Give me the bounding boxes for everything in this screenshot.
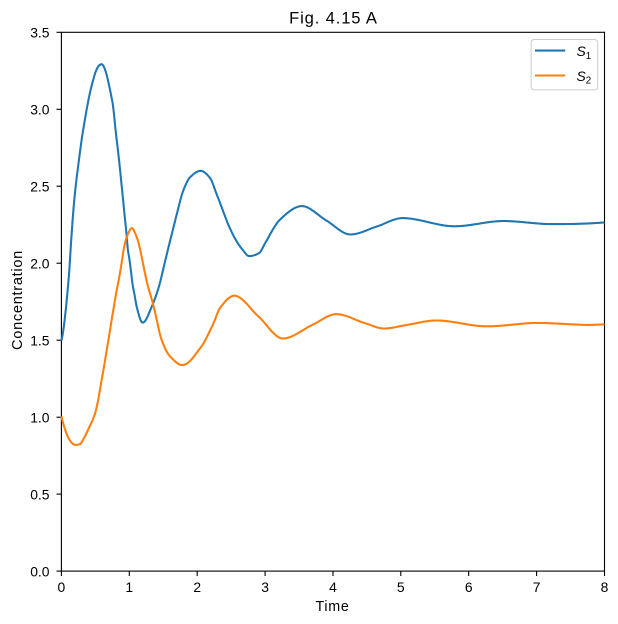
svg-text:3.0: 3.0 (30, 102, 50, 118)
svg-text:S: S (577, 68, 587, 84)
svg-text:2.0: 2.0 (30, 255, 50, 271)
svg-text:0.0: 0.0 (30, 563, 50, 579)
svg-text:1: 1 (125, 579, 133, 595)
svg-text:2: 2 (193, 579, 201, 595)
svg-text:4: 4 (329, 579, 337, 595)
svg-text:S: S (577, 43, 587, 59)
svg-text:7: 7 (533, 579, 541, 595)
svg-text:3: 3 (261, 579, 269, 595)
svg-text:Concentration: Concentration (10, 250, 26, 350)
svg-text:8: 8 (601, 579, 609, 595)
svg-text:0.5: 0.5 (30, 486, 50, 502)
svg-text:5: 5 (397, 579, 405, 595)
svg-text:0: 0 (58, 579, 66, 595)
svg-text:3.5: 3.5 (30, 25, 50, 41)
svg-text:2: 2 (586, 76, 591, 87)
svg-text:6: 6 (465, 579, 473, 595)
svg-text:2.5: 2.5 (30, 178, 50, 194)
svg-text:Fig. 4.15 A: Fig. 4.15 A (289, 9, 378, 28)
svg-text:1.5: 1.5 (30, 332, 50, 348)
svg-text:1.0: 1.0 (30, 409, 50, 425)
svg-text:1: 1 (586, 51, 591, 62)
svg-text:Time: Time (315, 599, 349, 615)
